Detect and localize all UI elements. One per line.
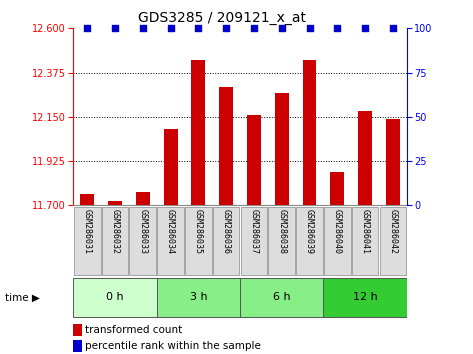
Point bbox=[333, 25, 341, 31]
Bar bbox=[303, 60, 316, 205]
FancyBboxPatch shape bbox=[102, 207, 128, 275]
Text: GSM286037: GSM286037 bbox=[249, 209, 258, 254]
Point bbox=[278, 25, 286, 31]
Text: GSM286034: GSM286034 bbox=[166, 209, 175, 254]
Bar bbox=[386, 119, 400, 205]
Point bbox=[250, 25, 258, 31]
Point bbox=[83, 25, 91, 31]
Text: GSM286036: GSM286036 bbox=[222, 209, 231, 254]
Bar bbox=[108, 201, 122, 205]
Point bbox=[194, 25, 202, 31]
Bar bbox=[73, 324, 82, 336]
Point bbox=[222, 25, 230, 31]
FancyBboxPatch shape bbox=[157, 207, 184, 275]
Bar bbox=[192, 60, 205, 205]
Bar bbox=[219, 87, 233, 205]
FancyBboxPatch shape bbox=[130, 207, 156, 275]
Text: percentile rank within the sample: percentile rank within the sample bbox=[85, 341, 261, 352]
Point bbox=[361, 25, 369, 31]
FancyBboxPatch shape bbox=[74, 207, 101, 275]
FancyBboxPatch shape bbox=[296, 207, 323, 275]
Bar bbox=[164, 129, 177, 205]
Text: 12 h: 12 h bbox=[353, 292, 377, 302]
Point bbox=[111, 25, 119, 31]
FancyBboxPatch shape bbox=[241, 207, 267, 275]
FancyBboxPatch shape bbox=[268, 207, 295, 275]
FancyBboxPatch shape bbox=[157, 278, 240, 317]
Text: GSM286031: GSM286031 bbox=[83, 209, 92, 254]
FancyBboxPatch shape bbox=[324, 278, 407, 317]
FancyBboxPatch shape bbox=[352, 207, 378, 275]
Text: GSM286032: GSM286032 bbox=[111, 209, 120, 254]
FancyBboxPatch shape bbox=[240, 278, 324, 317]
Point bbox=[167, 25, 175, 31]
FancyBboxPatch shape bbox=[324, 207, 350, 275]
Text: GSM286042: GSM286042 bbox=[388, 209, 397, 254]
Bar bbox=[136, 192, 150, 205]
FancyBboxPatch shape bbox=[73, 278, 157, 317]
Point bbox=[389, 25, 397, 31]
Text: time ▶: time ▶ bbox=[5, 292, 40, 302]
Text: 6 h: 6 h bbox=[273, 292, 290, 302]
Text: GDS3285 / 209121_x_at: GDS3285 / 209121_x_at bbox=[138, 11, 307, 25]
Text: 3 h: 3 h bbox=[190, 292, 207, 302]
FancyBboxPatch shape bbox=[213, 207, 239, 275]
Point bbox=[306, 25, 313, 31]
Bar bbox=[73, 340, 82, 353]
Bar bbox=[247, 115, 261, 205]
Bar bbox=[358, 111, 372, 205]
Text: GSM286040: GSM286040 bbox=[333, 209, 342, 254]
Text: GSM286039: GSM286039 bbox=[305, 209, 314, 254]
Text: GSM286035: GSM286035 bbox=[194, 209, 203, 254]
Text: transformed count: transformed count bbox=[85, 325, 182, 336]
Text: GSM286041: GSM286041 bbox=[360, 209, 369, 254]
Text: GSM286038: GSM286038 bbox=[277, 209, 286, 254]
Point bbox=[139, 25, 147, 31]
Text: GSM286033: GSM286033 bbox=[138, 209, 147, 254]
Bar bbox=[330, 172, 344, 205]
Text: 0 h: 0 h bbox=[106, 292, 124, 302]
FancyBboxPatch shape bbox=[379, 207, 406, 275]
FancyBboxPatch shape bbox=[185, 207, 212, 275]
Bar bbox=[275, 93, 289, 205]
Bar bbox=[80, 194, 94, 205]
